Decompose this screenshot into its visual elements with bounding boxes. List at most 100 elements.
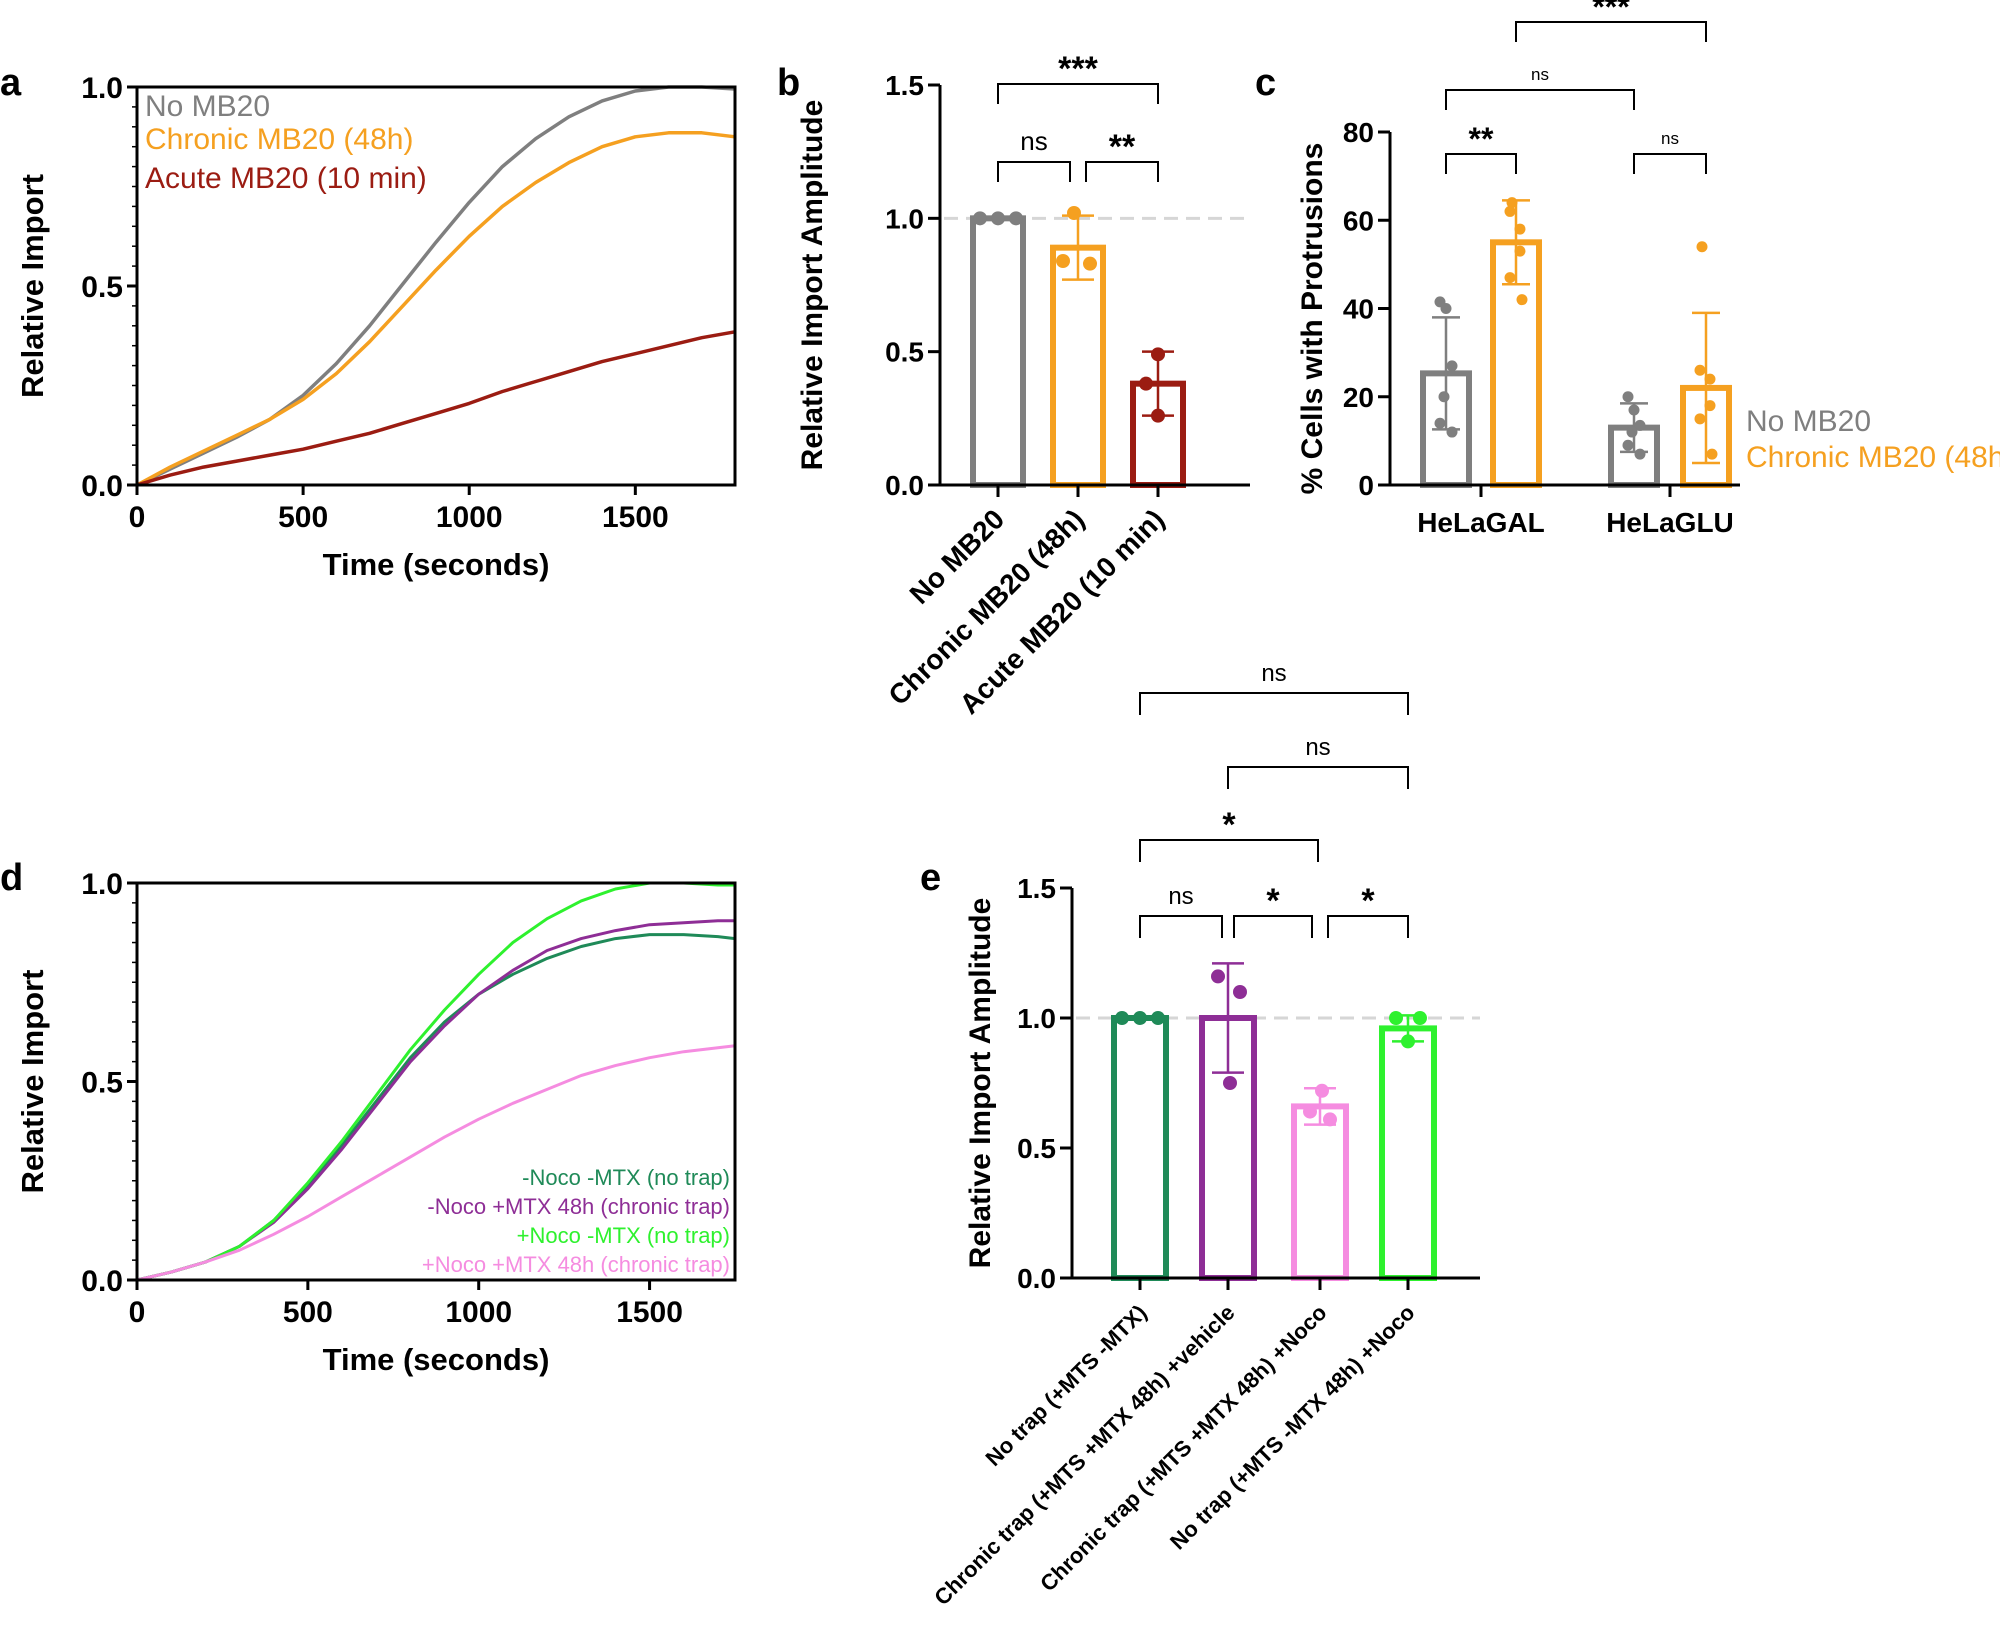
panel-e-sig-0-label: ns (1168, 883, 1193, 910)
panel-c-sig-2-bracket (1445, 89, 1635, 110)
panel-c-point (1622, 439, 1634, 451)
panel-a-legend-no-mb20: No MB20 (145, 90, 270, 123)
panel-c-point (1446, 426, 1458, 438)
panel-c-y-tick-label: 20 (1343, 382, 1374, 413)
panel-e-y-tick-label: 0.0 (1017, 1263, 1056, 1294)
panel-e-point-0-0 (1115, 1011, 1129, 1025)
panel-c-point (1696, 241, 1708, 253)
panel-e-sig-0-bracket (1139, 915, 1223, 938)
panel-b-point-0-1 (991, 211, 1005, 226)
panel-d-chart: 0.0 0.5 1.0 0 500 1000 1500 Time (seconds) Relat… (15, 868, 737, 1377)
panel-label-b: b (777, 62, 800, 104)
panel-d-legend-0: -Noco -MTX (no trap) (522, 1165, 730, 1190)
panel-d-series-line-2 (136, 881, 735, 1282)
panel-e-sig-3-bracket (1139, 839, 1319, 862)
panel-c-point (1704, 373, 1716, 385)
panel-b-y-tick-label: 0.5 (885, 337, 924, 368)
panel-c-legend-chronic: Chronic MB20 (48h) (1746, 441, 2000, 474)
panel-b-point-1-1 (1056, 254, 1070, 268)
panel-b-point-2-1 (1139, 376, 1153, 391)
panel-d-legend-1: -Noco +MTX 48h (chronic trap) (427, 1194, 730, 1219)
panel-c-point (1626, 426, 1638, 438)
panel-b-y-tick-label: 1.0 (885, 203, 924, 234)
panel-c-y-tick-label: 60 (1343, 205, 1374, 236)
panel-e-bar-2 (1291, 1103, 1349, 1282)
panel-e-sig-2-bracket (1327, 915, 1409, 938)
panel-a-y-tick-label: 1.0 (81, 72, 123, 105)
panel-b-y-tick-label: 1.5 (885, 70, 924, 101)
panel-c-point (1438, 391, 1450, 403)
panel-b-sig-0-bracket (997, 161, 1071, 182)
panel-e-y-tick-label: 0.5 (1017, 1133, 1056, 1164)
panel-d-y-tick-label: 0.0 (81, 1265, 123, 1298)
panel-e-sig-5-bracket (1139, 692, 1409, 715)
panel-d-axes-frame (135, 881, 737, 1282)
panel-b-sig-2-bracket (997, 83, 1159, 104)
panel-c-point (1634, 419, 1646, 431)
panel-b-point-2-2 (1151, 408, 1165, 423)
panel-c-sig-1-label: ns (1661, 129, 1679, 148)
panel-e-bar-3 (1379, 1025, 1437, 1282)
panel-c-point (1704, 400, 1716, 412)
panel-c-point (1440, 303, 1452, 314)
panel-c-point (1504, 205, 1516, 217)
panel-e-category-label-0: No trap (+MTS -MTX) (980, 1300, 1151, 1471)
panel-a-x-tick-label: 1000 (436, 501, 503, 534)
panel-e-y-tick-label: 1.0 (1017, 1003, 1056, 1034)
panel-e-chart: No trap (+MTS -MTX)Chronic trap (+MTS +M… (929, 660, 1480, 1610)
panel-label-e: e (920, 857, 941, 899)
panel-d-x-axis-label: Time (seconds) (323, 1342, 550, 1377)
panel-label-a: a (0, 62, 22, 104)
panel-c-sig-1-bracket (1633, 153, 1707, 174)
panel-d-legend-2: +Noco -MTX (no trap) (517, 1223, 730, 1248)
panel-b-point-2-0 (1151, 347, 1165, 362)
panel-c-point (1514, 245, 1526, 257)
panel-c-y-tick-label: 40 (1343, 294, 1374, 325)
panel-c-point (1516, 294, 1528, 306)
panel-e-point-2-2 (1323, 1112, 1337, 1127)
panel-e-bar-0 (1111, 1015, 1169, 1281)
panel-e-point-0-1 (1133, 1011, 1147, 1025)
panel-c-point (1694, 364, 1706, 376)
panel-c-point (1446, 360, 1458, 372)
panel-b-point-1-0 (1067, 206, 1081, 220)
panel-a-legend-acute: Acute MB20 (10 min) (145, 162, 427, 195)
panel-b-sig-1-bracket (1085, 161, 1159, 182)
panel-c-y-tick-label: 80 (1343, 117, 1374, 148)
panel-c-sig-3-bracket (1515, 21, 1707, 42)
panel-c-point (1506, 197, 1518, 209)
panel-a-series-line-2 (136, 330, 736, 487)
panel-b-point-0-2 (1009, 211, 1023, 226)
panel-label-d: d (0, 857, 23, 899)
panel-a-legend-chronic: Chronic MB20 (48h) (145, 123, 413, 156)
panel-a-chart: 0.0 0.5 1.0 0 500 1000 1500 Time (seconds) Relat… (15, 72, 737, 582)
panel-c-point (1514, 223, 1526, 235)
panel-e-sig-2-label: * (1361, 882, 1375, 920)
panel-b-point-1-2 (1083, 256, 1097, 271)
panel-b-sig-2-label: *** (1058, 50, 1098, 88)
panel-c-y-axis-label: % Cells with Protrusions (1296, 143, 1329, 495)
panel-c-sig-0-label: ** (1469, 121, 1494, 157)
panel-c-category-label-0: HeLaGAL (1417, 507, 1545, 538)
panel-a-x-tick-label: 0 (129, 501, 146, 534)
panel-c-point (1434, 417, 1446, 429)
panel-e-point-3-1 (1413, 1011, 1427, 1025)
panel-e-y-axis-label: Relative Import Amplitude (964, 898, 997, 1269)
panel-label-c: c (1255, 62, 1276, 104)
panel-d-y-axis-label: Relative Import (15, 970, 50, 1194)
panel-a-x-axis-label: Time (seconds) (323, 547, 550, 582)
panel-e-point-3-2 (1401, 1034, 1415, 1049)
panel-e-point-2-0 (1315, 1083, 1329, 1098)
panel-a-y-axis-label: Relative Import (15, 174, 50, 398)
panel-d-legend-3: +Noco +MTX 48h (chronic trap) (422, 1252, 730, 1277)
panel-e-point-1-0 (1211, 969, 1225, 984)
panel-c-point (1622, 391, 1634, 403)
panel-d-x-tick-label: 0 (129, 1296, 146, 1329)
panel-e-point-1-1 (1233, 985, 1247, 999)
panel-c-category-label-1: HeLaGLU (1606, 507, 1734, 538)
panel-e-sig-3-label: * (1222, 806, 1236, 844)
panel-a-y-tick-label: 0.0 (81, 470, 123, 503)
panel-d-x-tick-label: 500 (283, 1296, 333, 1329)
panel-d-y-tick-label: 0.5 (81, 1067, 123, 1100)
